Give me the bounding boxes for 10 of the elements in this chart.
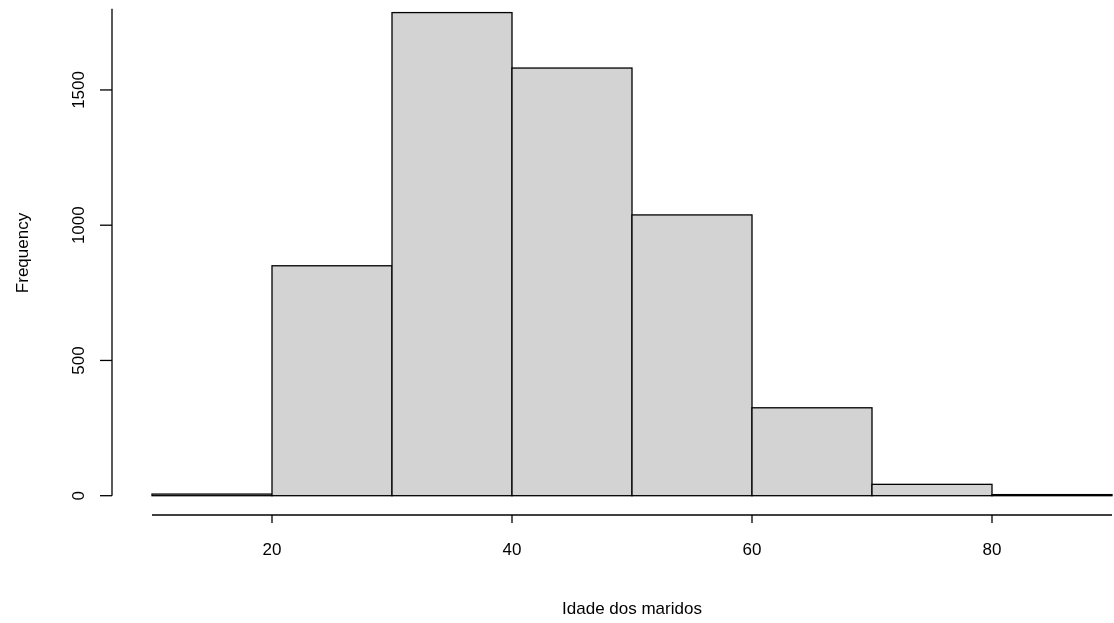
y-tick-label: 1000: [69, 206, 88, 245]
x-tick-label: 60: [742, 540, 762, 559]
y-tick-label: 0: [69, 490, 88, 501]
y-tick-label: 1500: [69, 71, 88, 109]
x-tick-label: 80: [982, 540, 1002, 559]
x-tick-label: 40: [502, 540, 522, 559]
x-axis-title: Idade dos maridos: [562, 599, 702, 618]
x-tick-label: 20: [262, 540, 282, 559]
y-axis-title: Frequency: [13, 212, 32, 294]
y-tick-label: 500: [69, 346, 88, 375]
